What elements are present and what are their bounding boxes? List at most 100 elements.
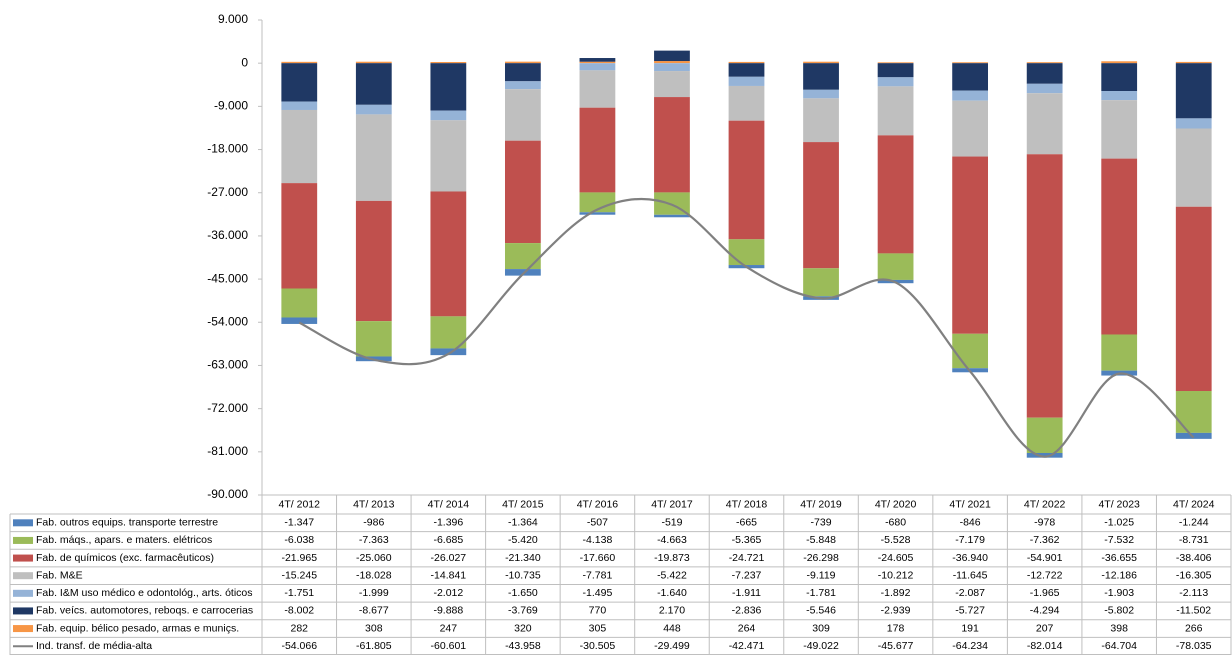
table-value: -11.645: [953, 569, 988, 581]
bar-segment: [1026, 154, 1063, 418]
legend-label: Fab. outros equips. transporte terrestre: [36, 517, 218, 529]
table-value: 191: [961, 622, 979, 634]
table-value: -519: [661, 517, 682, 529]
table-value: -24.605: [878, 552, 914, 564]
bar-segment: [281, 317, 318, 324]
table-value: -25.060: [356, 552, 392, 564]
table-value: -7.179: [955, 534, 985, 546]
bar-segment: [877, 253, 914, 280]
bar-segment: [728, 76, 765, 86]
table-value: -21.340: [505, 552, 541, 564]
table-value: -29.499: [654, 640, 690, 652]
table-value: 264: [738, 622, 756, 634]
x-tick-label: 4T/ 2024: [1173, 498, 1215, 510]
x-tick-label: 4T/ 2013: [353, 498, 395, 510]
bar-segment: [654, 97, 690, 193]
bar-segment: [504, 140, 541, 244]
table-value: 178: [887, 622, 905, 634]
table-value: -5.422: [657, 569, 687, 581]
bar-segment: [579, 61, 616, 64]
table-value: 398: [1110, 622, 1128, 634]
x-tick-label: 4T/ 2017: [651, 498, 693, 510]
x-tick-label: 4T/ 2015: [502, 498, 544, 510]
bar-segment: [430, 191, 467, 317]
legend-key: [13, 607, 33, 615]
table-value: -846: [960, 517, 981, 529]
bar-segment: [1175, 206, 1212, 392]
bar-segment: [430, 316, 467, 349]
legend-key: [13, 536, 33, 544]
table-value: -1.495: [583, 587, 613, 599]
line-series: [298, 197, 1195, 458]
table-value: -1.347: [284, 517, 314, 529]
bar-segment: [1101, 158, 1138, 335]
legend-label: Fab. equip. bélico pesado, armas e muniç…: [36, 622, 239, 634]
bar-segment: [728, 239, 765, 266]
bar-segment: [579, 212, 616, 215]
bar-segment: [803, 63, 839, 90]
table-value: -1.244: [1179, 517, 1209, 529]
table-value: -8.002: [284, 605, 314, 617]
bar-segment: [877, 77, 914, 87]
legend-label: Fab. máqs., apars. e maters. elétricos: [36, 534, 212, 546]
bar-segment: [1175, 391, 1212, 433]
bar-segment: [1175, 63, 1212, 119]
table-value: -2.836: [732, 605, 762, 617]
table-value: -1.025: [1104, 517, 1134, 529]
x-tick-label: 4T/ 2016: [577, 498, 619, 510]
legend-key: [13, 589, 33, 597]
table-value: -45.677: [878, 640, 914, 652]
bar-segment: [654, 61, 690, 64]
table-value: -21.965: [281, 552, 317, 564]
legend-label: Fab. veícs. automotores, reboqs. e carro…: [36, 605, 253, 617]
table-value: -61.805: [356, 640, 392, 652]
y-tick-label: -18.000: [207, 142, 248, 156]
y-tick-label: -54.000: [207, 314, 248, 328]
bar-segment: [654, 214, 690, 218]
bar-segment: [1175, 432, 1212, 439]
bar-segment: [281, 109, 318, 184]
legend-label: Fab. I&M uso médico e odontológ., arts. …: [36, 587, 253, 599]
bar-segment: [355, 200, 392, 322]
table-value: -4.138: [583, 534, 613, 546]
bar-segment: [504, 269, 541, 276]
bar-segment: [728, 61, 765, 64]
y-tick-label: -81.000: [207, 444, 248, 458]
bar-segment: [1175, 118, 1212, 129]
table-value: -1.650: [508, 587, 538, 599]
bar-segment: [281, 101, 318, 110]
table-value: -26.298: [803, 552, 839, 564]
table-value: -60.601: [431, 640, 467, 652]
bar-segment: [355, 104, 392, 115]
bar-segment: [1101, 61, 1138, 64]
bar-segment: [803, 61, 839, 64]
bar-segment: [504, 243, 541, 270]
table-value: -2.012: [433, 587, 463, 599]
table-value: -5.365: [732, 534, 762, 546]
y-tick-label: -45.000: [207, 271, 248, 285]
bar-segment: [355, 321, 392, 357]
bar-segment: [952, 100, 989, 157]
table-value: 308: [365, 622, 383, 634]
table-value: -1.965: [1030, 587, 1060, 599]
x-tick-label: 4T/ 2019: [800, 498, 842, 510]
legend-key: [13, 625, 33, 633]
table-value: -54.066: [281, 640, 317, 652]
bar-segment: [579, 63, 616, 71]
y-tick-label: -36.000: [207, 228, 248, 242]
bar-segment: [1101, 334, 1138, 371]
bar-segment: [355, 63, 392, 105]
y-tick-label: -63.000: [207, 358, 248, 372]
bar-segment: [952, 62, 989, 64]
bar-segment: [430, 61, 467, 64]
table-value: 305: [589, 622, 607, 634]
bar-segment: [877, 86, 914, 136]
table-value: -5.420: [508, 534, 538, 546]
bar-segment: [952, 156, 989, 334]
table-value: -12.722: [1027, 569, 1063, 581]
table-value: -5.727: [955, 605, 985, 617]
bar-segment: [1026, 62, 1063, 64]
legend-label: Fab. M&E: [36, 569, 83, 581]
table-value: -2.087: [955, 587, 985, 599]
bar-segment: [504, 63, 541, 82]
